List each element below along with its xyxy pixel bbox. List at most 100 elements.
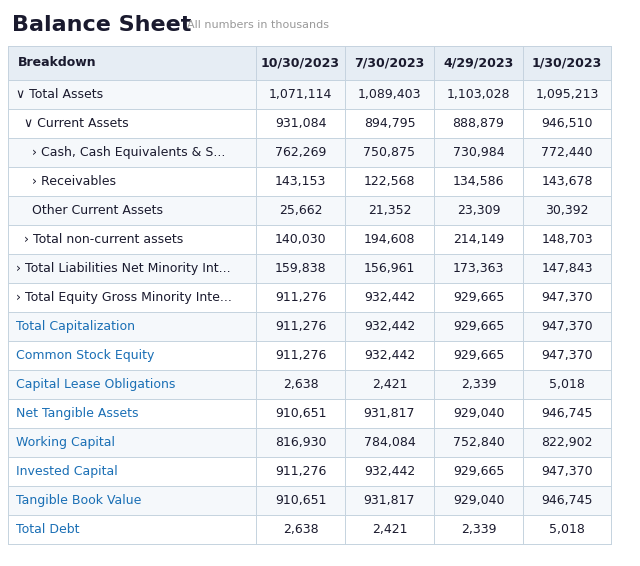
- Bar: [8, 225, 611, 254]
- Bar: [8, 486, 611, 515]
- Text: ∨ Total Assets: ∨ Total Assets: [16, 88, 103, 101]
- Text: 10/30/2023: 10/30/2023: [261, 57, 340, 70]
- Bar: [8, 370, 611, 399]
- Text: 947,370: 947,370: [541, 465, 593, 478]
- Text: 194,608: 194,608: [364, 233, 415, 246]
- Text: 947,370: 947,370: [541, 349, 593, 362]
- Bar: [8, 109, 611, 138]
- Text: 910,651: 910,651: [275, 494, 326, 507]
- Text: 122,568: 122,568: [364, 175, 415, 188]
- Text: 21,352: 21,352: [368, 204, 412, 217]
- Text: Balance Sheet: Balance Sheet: [12, 15, 191, 35]
- Bar: [8, 428, 611, 457]
- Text: 752,840: 752,840: [452, 436, 504, 449]
- Text: 134,586: 134,586: [452, 175, 504, 188]
- Text: 816,930: 816,930: [275, 436, 326, 449]
- Text: 929,040: 929,040: [452, 494, 504, 507]
- Text: 911,276: 911,276: [275, 320, 326, 333]
- Text: 946,745: 946,745: [541, 407, 593, 420]
- Bar: [8, 138, 611, 167]
- Text: 23,309: 23,309: [457, 204, 500, 217]
- Bar: [8, 80, 611, 109]
- Text: 932,442: 932,442: [364, 320, 415, 333]
- Text: 1,089,403: 1,089,403: [358, 88, 421, 101]
- Text: 7/30/2023: 7/30/2023: [355, 57, 424, 70]
- Text: 929,665: 929,665: [453, 291, 504, 304]
- Bar: [8, 312, 611, 341]
- Text: › Total Equity Gross Minority Inte...: › Total Equity Gross Minority Inte...: [16, 291, 232, 304]
- Text: 1,103,028: 1,103,028: [447, 88, 510, 101]
- Text: Working Capital: Working Capital: [16, 436, 115, 449]
- Text: 911,276: 911,276: [275, 349, 326, 362]
- Text: 5,018: 5,018: [549, 523, 585, 536]
- Text: 932,442: 932,442: [364, 465, 415, 478]
- Text: 911,276: 911,276: [275, 465, 326, 478]
- Text: 5,018: 5,018: [549, 378, 585, 391]
- Text: 910,651: 910,651: [275, 407, 326, 420]
- Text: Capital Lease Obligations: Capital Lease Obligations: [16, 378, 175, 391]
- Text: 156,961: 156,961: [364, 262, 415, 275]
- Bar: [8, 254, 611, 283]
- Text: 929,665: 929,665: [453, 349, 504, 362]
- Text: 762,269: 762,269: [275, 146, 326, 159]
- Text: 931,084: 931,084: [275, 117, 326, 130]
- Text: Total Capitalization: Total Capitalization: [16, 320, 135, 333]
- Text: 932,442: 932,442: [364, 291, 415, 304]
- Text: 931,817: 931,817: [364, 407, 415, 420]
- Text: 730,984: 730,984: [452, 146, 504, 159]
- Text: 947,370: 947,370: [541, 291, 593, 304]
- Text: All numbers in thousands: All numbers in thousands: [187, 20, 329, 30]
- Text: 932,442: 932,442: [364, 349, 415, 362]
- Text: Other Current Assets: Other Current Assets: [16, 204, 163, 217]
- Text: 2,339: 2,339: [461, 523, 496, 536]
- Bar: [8, 167, 611, 196]
- Text: 946,510: 946,510: [541, 117, 593, 130]
- Text: 4/29/2023: 4/29/2023: [444, 57, 514, 70]
- Text: 947,370: 947,370: [541, 320, 593, 333]
- Text: › Total non-current assets: › Total non-current assets: [16, 233, 183, 246]
- Text: 159,838: 159,838: [275, 262, 326, 275]
- Text: 750,875: 750,875: [364, 146, 415, 159]
- Text: › Total Liabilities Net Minority Int...: › Total Liabilities Net Minority Int...: [16, 262, 230, 275]
- Text: 822,902: 822,902: [541, 436, 593, 449]
- Text: 140,030: 140,030: [275, 233, 326, 246]
- Text: 931,817: 931,817: [364, 494, 415, 507]
- Text: › Receivables: › Receivables: [16, 175, 116, 188]
- Bar: [8, 283, 611, 312]
- Bar: [8, 341, 611, 370]
- Bar: [8, 196, 611, 225]
- Text: 2,638: 2,638: [283, 523, 318, 536]
- Text: 147,843: 147,843: [541, 262, 593, 275]
- Text: 888,879: 888,879: [452, 117, 504, 130]
- Text: 143,678: 143,678: [541, 175, 593, 188]
- Text: 929,040: 929,040: [452, 407, 504, 420]
- Text: 929,665: 929,665: [453, 465, 504, 478]
- Text: 2,421: 2,421: [372, 378, 407, 391]
- Text: 946,745: 946,745: [541, 494, 593, 507]
- Text: 173,363: 173,363: [453, 262, 504, 275]
- Text: 772,440: 772,440: [541, 146, 593, 159]
- Text: 929,665: 929,665: [453, 320, 504, 333]
- Text: 30,392: 30,392: [545, 204, 589, 217]
- Text: 214,149: 214,149: [453, 233, 504, 246]
- Text: 1,095,213: 1,095,213: [535, 88, 598, 101]
- Text: Tangible Book Value: Tangible Book Value: [16, 494, 141, 507]
- Text: 143,153: 143,153: [275, 175, 326, 188]
- Text: 1/30/2023: 1/30/2023: [532, 57, 602, 70]
- Text: ∨ Current Assets: ∨ Current Assets: [16, 117, 129, 130]
- Text: Invested Capital: Invested Capital: [16, 465, 118, 478]
- Bar: [8, 515, 611, 544]
- Text: 784,084: 784,084: [364, 436, 415, 449]
- Text: 894,795: 894,795: [364, 117, 415, 130]
- Text: Net Tangible Assets: Net Tangible Assets: [16, 407, 138, 420]
- Text: Total Debt: Total Debt: [16, 523, 79, 536]
- Text: 2,339: 2,339: [461, 378, 496, 391]
- Bar: [8, 46, 611, 80]
- Text: Common Stock Equity: Common Stock Equity: [16, 349, 154, 362]
- Text: 1,071,114: 1,071,114: [269, 88, 332, 101]
- Text: Breakdown: Breakdown: [18, 57, 97, 70]
- Text: 2,421: 2,421: [372, 523, 407, 536]
- Text: 25,662: 25,662: [279, 204, 323, 217]
- Text: 2,638: 2,638: [283, 378, 318, 391]
- Text: › Cash, Cash Equivalents & S...: › Cash, Cash Equivalents & S...: [16, 146, 225, 159]
